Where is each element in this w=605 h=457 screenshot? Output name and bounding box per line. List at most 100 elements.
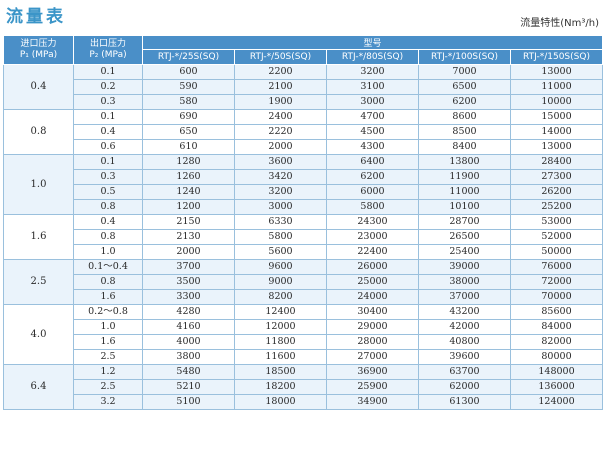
flow-value-cell: 7000 (418, 64, 511, 80)
flow-value-cell: 4700 (326, 109, 419, 125)
flow-value-cell: 5800 (326, 199, 419, 215)
outlet-pressure-cell: 1.6 (73, 334, 143, 350)
flow-value-cell: 62000 (418, 379, 511, 395)
flow-value-cell: 6000 (326, 184, 419, 200)
flow-value-cell: 27000 (326, 349, 419, 365)
flow-value-cell: 4280 (142, 304, 235, 320)
flow-value-cell: 82000 (509, 334, 604, 350)
flow-value-cell: 43200 (418, 304, 511, 320)
table-row: 0.4 0.1 600 2200 3200 7000 13000 (3, 64, 604, 110)
flow-value-cell: 28000 (326, 334, 419, 350)
table-row: 0.2 590 2100 3100 6500 11000 (4, 79, 604, 95)
table-row: 3.2 5100 18000 34900 61300 124000 (4, 394, 604, 410)
flow-value-cell: 1240 (142, 184, 235, 200)
flow-value-cell: 2220 (234, 124, 327, 140)
outlet-pressure-cell: 0.1 (73, 154, 143, 170)
flow-value-cell: 5600 (234, 244, 327, 260)
flow-value-cell: 13800 (418, 154, 511, 170)
flow-value-cell: 580 (142, 94, 235, 110)
model-column-header: RTJ-*/100S(SQ) (418, 49, 511, 65)
flow-value-cell: 650 (142, 124, 235, 140)
inlet-pressure-header: 进口压力 P₁ (MPa) (3, 35, 74, 65)
flow-value-cell: 26500 (418, 229, 511, 245)
model-column-header: RTJ-*/25S(SQ) (142, 49, 235, 65)
outlet-pressure-cell: 0.1 (73, 64, 143, 80)
flow-value-cell: 148000 (509, 364, 604, 380)
outlet-pressure-cell: 0.6 (73, 139, 143, 155)
table-row: 0.6 610 2000 4300 8400 13000 (4, 139, 604, 155)
flow-value-cell: 3800 (142, 349, 235, 365)
flow-value-cell: 50000 (509, 244, 604, 260)
flow-value-cell: 5210 (142, 379, 235, 395)
model-column-header: RTJ-*/50S(SQ) (234, 49, 327, 65)
flow-value-cell: 13000 (509, 139, 604, 155)
inlet-pressure-cell: 0.8 (3, 109, 74, 155)
outlet-pressure-cell: 0.3 (73, 169, 143, 185)
flow-value-cell: 1900 (234, 94, 327, 110)
flow-value-cell: 3000 (234, 199, 327, 215)
flow-value-cell: 12000 (234, 319, 327, 335)
flow-value-cell: 1200 (142, 199, 235, 215)
table-row: 6.4 1.2 5480 18500 36900 63700 148000 (3, 364, 604, 410)
flow-value-cell: 6330 (234, 214, 327, 230)
flow-value-cell: 11000 (509, 79, 604, 95)
flow-value-cell: 37000 (418, 289, 511, 305)
flow-value-cell: 5800 (234, 229, 327, 245)
flow-value-cell: 84000 (509, 319, 604, 335)
outlet-pressure-cell: 0.4 (73, 214, 143, 230)
flow-value-cell: 53000 (509, 214, 604, 230)
flow-value-cell: 24000 (326, 289, 419, 305)
flow-value-cell: 4000 (142, 334, 235, 350)
outlet-header-line1: 出口压力 (89, 39, 126, 49)
table-row: 4.0 0.2～0.8 4280 12400 30400 43200 85600 (3, 304, 604, 365)
flow-value-cell: 61300 (418, 394, 511, 410)
flow-value-cell: 12400 (234, 304, 327, 320)
outlet-pressure-cell: 0.3 (73, 94, 143, 110)
flow-value-cell: 52000 (509, 229, 604, 245)
table-row: 0.5 1240 3200 6000 11000 26200 (4, 184, 604, 200)
flow-value-cell: 22400 (326, 244, 419, 260)
flow-value-cell: 3200 (234, 184, 327, 200)
flow-value-cell: 40800 (418, 334, 511, 350)
model-column-header: RTJ-*/150S(SQ) (509, 49, 604, 65)
flow-table: 进口压力 P₁ (MPa) 出口压力 P₂ (MPa) 型号 RTJ-*/25S… (3, 35, 604, 410)
outlet-pressure-cell: 1.6 (73, 289, 143, 305)
table-body: 0.4 0.1 600 2200 3200 7000 13000 0.2 590 2100 3100… (3, 64, 604, 410)
outlet-pressure-cell: 0.8 (73, 229, 143, 245)
table-row: 1.6 0.4 2150 6330 24300 28700 53000 (3, 214, 604, 260)
inlet-pressure-cell: 6.4 (3, 364, 74, 410)
flow-value-cell: 11600 (234, 349, 327, 365)
table-row: 0.8 1200 3000 5800 10100 25200 (4, 199, 604, 215)
table-row: 2.5 5210 18200 25900 62000 136000 (4, 379, 604, 395)
flow-value-cell: 18200 (234, 379, 327, 395)
flow-value-cell: 3300 (142, 289, 235, 305)
flow-value-cell: 63700 (418, 364, 511, 380)
flow-value-cell: 70000 (509, 289, 604, 305)
inlet-header-line1: 进口压力 (20, 39, 57, 49)
flow-value-cell: 3500 (142, 274, 235, 290)
table-row: 0.8 2130 5800 23000 26500 52000 (4, 229, 604, 245)
flow-value-cell: 4300 (326, 139, 419, 155)
flow-value-cell: 2100 (234, 79, 327, 95)
flow-value-cell: 25900 (326, 379, 419, 395)
inlet-pressure-cell: 1.6 (3, 214, 74, 260)
flow-value-cell: 10100 (418, 199, 511, 215)
model-column-header: RTJ-*/80S(SQ) (326, 49, 419, 65)
outlet-pressure-cell: 0.4 (73, 124, 143, 140)
flow-value-cell: 3000 (326, 94, 419, 110)
flow-value-cell: 6200 (418, 94, 511, 110)
flow-value-cell: 13000 (509, 64, 604, 80)
flow-value-cell: 38000 (418, 274, 511, 290)
flow-value-cell: 8400 (418, 139, 511, 155)
flow-value-cell: 2000 (142, 244, 235, 260)
table-row: 1.6 4000 11800 28000 40800 82000 (4, 334, 604, 350)
outlet-pressure-header: 出口压力 P₂ (MPa) (73, 35, 143, 65)
flow-value-cell: 14000 (509, 124, 604, 140)
table-row: 1.0 4160 12000 29000 42000 84000 (4, 319, 604, 335)
flow-value-cell: 23000 (326, 229, 419, 245)
flow-value-cell: 11900 (418, 169, 511, 185)
outlet-pressure-cell: 0.2～0.8 (73, 304, 143, 320)
flow-value-cell: 28400 (509, 154, 604, 170)
flow-value-cell: 42000 (418, 319, 511, 335)
table-row: 0.4 650 2220 4500 8500 14000 (4, 124, 604, 140)
